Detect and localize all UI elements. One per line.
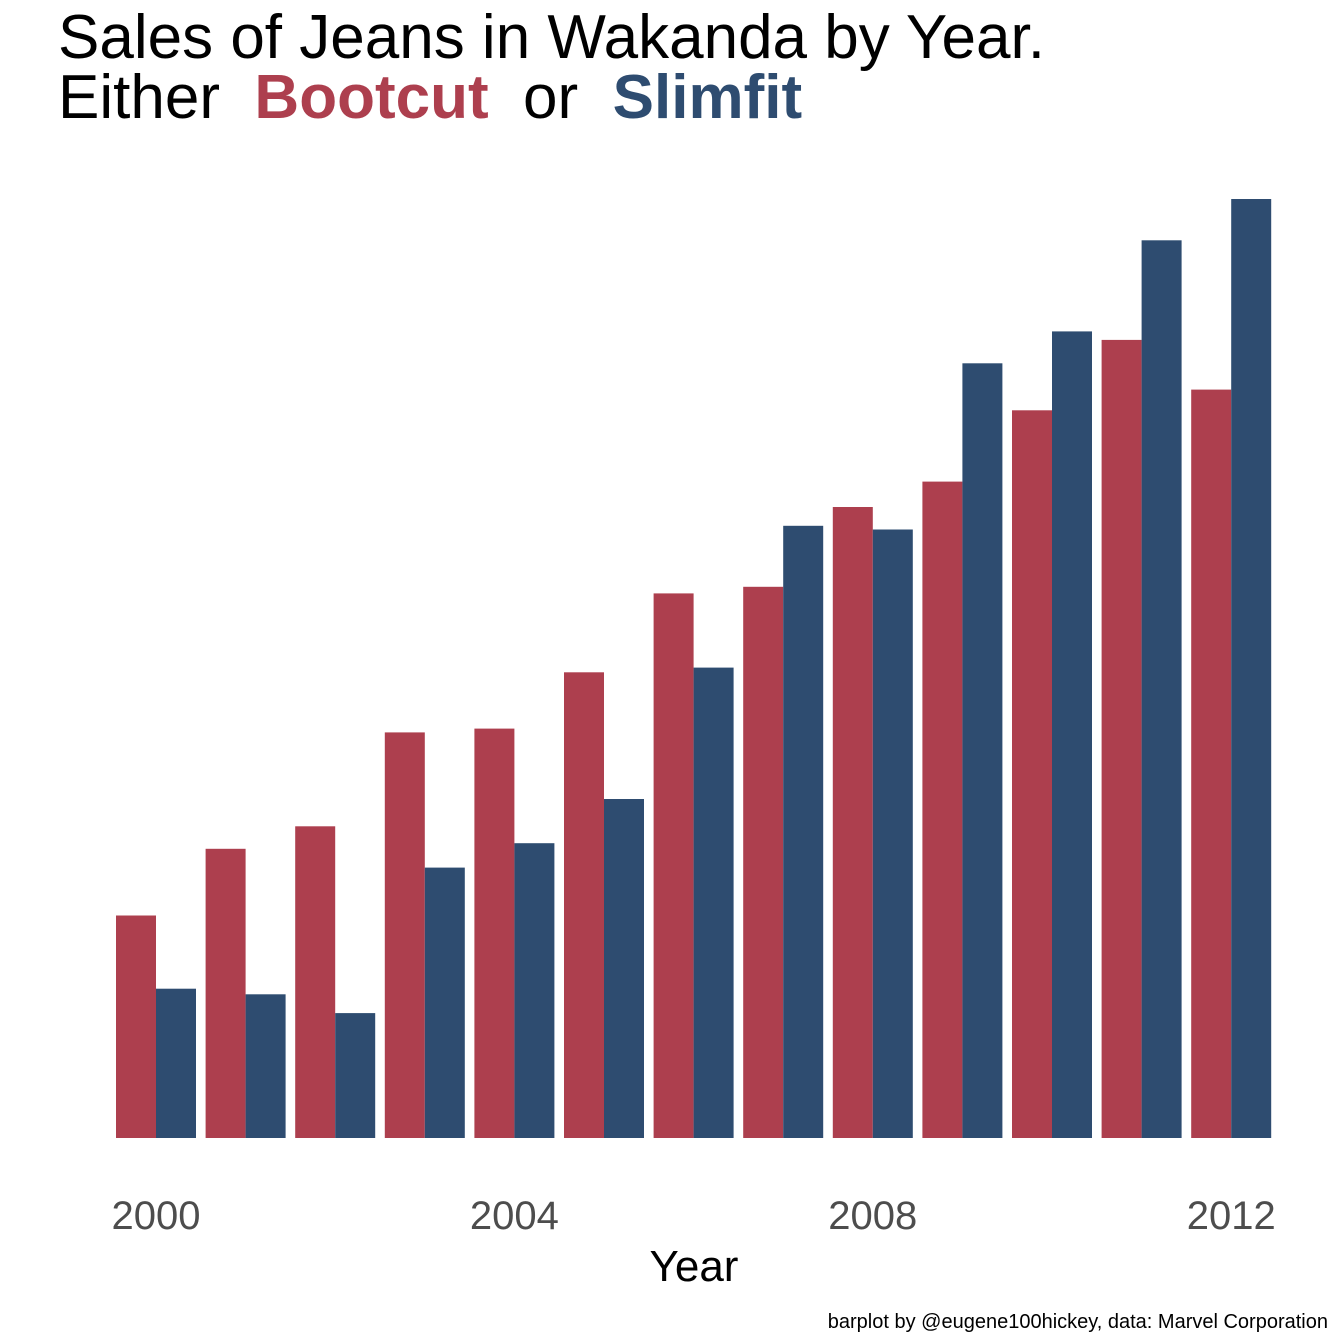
bars-group [116, 199, 1272, 1139]
bar-bootcut-2007 [743, 586, 784, 1138]
x-axis-tick-labels: 2000 2004 2008 2012 [112, 1194, 1276, 1238]
title-series-bootcut: Bootcut [254, 63, 489, 132]
chart-title: Sales of Jeans in Wakanda by Year. Eithe… [58, 7, 1045, 129]
x-tick-label-2004: 2004 [470, 1194, 559, 1238]
bar-slimfit-2004 [514, 843, 555, 1138]
x-axis-label: Year [650, 1242, 739, 1291]
bar-slimfit-2006 [693, 667, 734, 1138]
bar-slimfit-2005 [604, 799, 644, 1138]
title-or: or [523, 63, 579, 132]
bar-slimfit-2011 [1141, 240, 1182, 1139]
bar-bootcut-2004 [474, 728, 515, 1138]
bar-bootcut-2009 [922, 481, 963, 1139]
title-either: Either [58, 63, 220, 132]
x-tick-label-2000: 2000 [112, 1194, 201, 1238]
bar-bootcut-2008 [832, 507, 873, 1138]
bar-slimfit-2000 [156, 988, 196, 1138]
chart-caption: barplot by @eugene100hickey, data: Marve… [827, 1311, 1328, 1333]
bar-bootcut-2012 [1191, 389, 1232, 1139]
title-series-slimfit: Slimfit [612, 63, 803, 132]
bar-bootcut-2002 [295, 826, 336, 1138]
bar-slimfit-2012 [1231, 199, 1272, 1138]
bar-slimfit-2003 [424, 867, 465, 1138]
bar-slimfit-2001 [245, 994, 286, 1138]
x-tick-label-2008: 2008 [828, 1194, 917, 1238]
x-tick-label-2012: 2012 [1187, 1194, 1276, 1238]
bar-slimfit-2009 [962, 363, 1003, 1138]
bar-bootcut-2006 [653, 593, 694, 1138]
bar-bootcut-2001 [205, 848, 246, 1138]
bar-bootcut-2003 [384, 732, 425, 1138]
bar-slimfit-2008 [872, 529, 913, 1138]
bar-bootcut-2000 [116, 915, 156, 1138]
bar-slimfit-2007 [783, 525, 824, 1138]
bar-bootcut-2011 [1101, 339, 1142, 1138]
bar-bootcut-2005 [564, 672, 604, 1138]
bar-slimfit-2010 [1052, 331, 1092, 1138]
bar-slimfit-2002 [335, 1013, 376, 1138]
bar-bootcut-2010 [1012, 410, 1052, 1138]
title-line-1: Sales of Jeans in Wakanda by Year. [58, 3, 1045, 72]
